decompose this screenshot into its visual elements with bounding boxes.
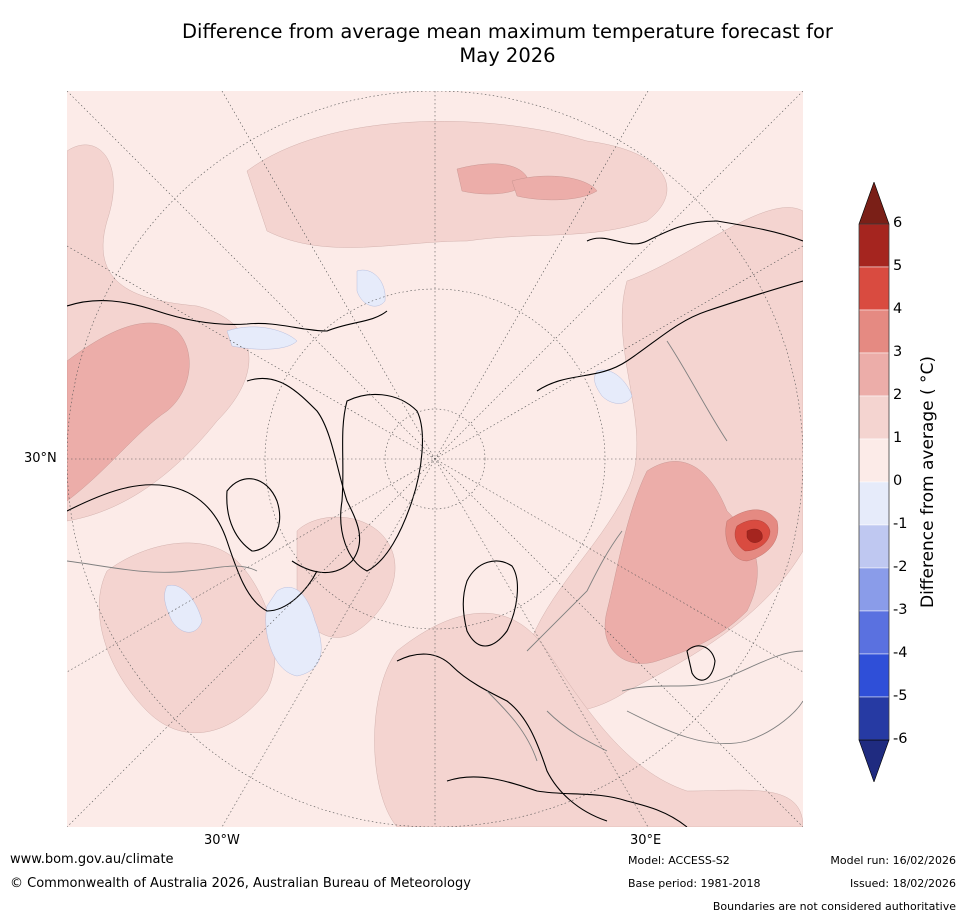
- colorbar-segment: [858, 223, 890, 268]
- colorbar-tick-label: 0: [893, 473, 903, 489]
- graticule-lat-60: [264, 288, 606, 630]
- coastline-siberia-east: [586, 220, 803, 245]
- colorbar-tick-label: -6: [893, 731, 908, 747]
- graticule-meridian-60b: [67, 245, 803, 673]
- anomaly-region-2to3-alaska: [67, 322, 190, 502]
- footer-copyright: © Commonwealth of Australia 2026, Austra…: [10, 876, 471, 891]
- colorbar-tick-label: -2: [893, 559, 908, 575]
- colorbar-segment: [858, 481, 890, 526]
- boundary-russia-west: [526, 530, 623, 652]
- colorbar-tick-label: -4: [893, 645, 908, 661]
- colorbar-segment: [858, 352, 890, 397]
- colorbar-tick-label: 2: [893, 387, 903, 403]
- colorbar-segment: [858, 696, 890, 741]
- anomaly-region-1to2-arctic: [246, 121, 668, 248]
- anomaly-region-2to3-arctic-1: [456, 163, 528, 195]
- coastline-russia-arctic: [536, 280, 803, 392]
- colorbar-tick-label: 1: [893, 430, 903, 446]
- footer-model: Model: ACCESS-S2: [628, 854, 730, 867]
- boundary-central-asia: [626, 700, 803, 745]
- colorbar-frame: [858, 223, 890, 741]
- anomaly-region-neg-atlantic: [265, 587, 322, 677]
- footer-website[interactable]: www.bom.gov.au/climate: [10, 852, 174, 867]
- colorbar-tick-label: -3: [893, 602, 908, 618]
- boundary-europe-1: [486, 690, 538, 762]
- colorbar-tick-label: 5: [893, 258, 903, 274]
- anomaly-region-neg-canada: [226, 326, 298, 350]
- colorbar-segment: [858, 610, 890, 655]
- colorbar-segment: [858, 309, 890, 354]
- latitude-label-30n: 30°N: [24, 451, 57, 466]
- longitude-label-30e: 30°E: [630, 833, 662, 848]
- coastline-greenland: [340, 393, 423, 572]
- anomaly-region-5to6-baikal: [746, 528, 763, 543]
- boundary-europe-2: [546, 710, 608, 752]
- coastline-hudson-bay: [226, 478, 281, 552]
- map-panel: [67, 91, 803, 827]
- colorbar: [858, 182, 890, 782]
- coastline-scandinavia: [462, 560, 518, 647]
- colorbar-extend-top: [858, 182, 890, 225]
- colorbar-segment: [858, 395, 890, 440]
- colorbar-segment: [858, 653, 890, 698]
- anomaly-region-1to2-north-america: [99, 542, 276, 734]
- title-line-2: May 2026: [459, 44, 556, 67]
- title-line-1: Difference from average mean maximum tem…: [182, 20, 833, 43]
- colorbar-tick-label: 3: [893, 344, 903, 360]
- coastline-caspian: [686, 645, 716, 681]
- anomaly-region-2to3-arctic-2: [511, 175, 598, 201]
- footer-model-run: Model run: 16/02/2026: [830, 854, 956, 867]
- coastline-north-america-east: [67, 484, 318, 612]
- anomaly-region-neg-arctic-ocean: [356, 269, 386, 307]
- anomaly-region-neg-siberia: [594, 369, 633, 404]
- coastline-mediterranean: [446, 776, 688, 827]
- colorbar-label: Difference from average ( °C): [918, 355, 938, 609]
- boundary-russia-south: [621, 650, 803, 692]
- chart-title: Difference from average mean maximum tem…: [0, 20, 965, 68]
- colorbar-tick-label: -1: [893, 516, 908, 532]
- colorbar-tick-label: -5: [893, 688, 908, 704]
- colorbar-segment: [858, 567, 890, 612]
- colorbar-segment: [858, 266, 890, 311]
- graticule-lat-80: [384, 408, 486, 510]
- anomaly-region-neg-pacific: [164, 585, 203, 633]
- footer-disclaimer: Boundaries are not considered authoritat…: [712, 900, 956, 913]
- boundary-canada-us: [67, 560, 258, 573]
- footer-issued: Issued: 18/02/2026: [849, 877, 956, 890]
- coastline-europe: [396, 653, 608, 822]
- footer-base-period: Base period: 1981-2018: [628, 877, 761, 890]
- colorbar-tick-label: 6: [893, 215, 903, 231]
- anomaly-region-1to2-europe: [374, 612, 803, 827]
- colorbar-segment: [858, 438, 890, 483]
- boundary-siberia-1: [666, 340, 728, 442]
- colorbar-extend-bottom: [858, 739, 890, 782]
- colorbar-tick-label: 4: [893, 301, 903, 317]
- coastline-canada-arctic: [246, 377, 361, 574]
- coastline-alaska: [67, 300, 388, 332]
- colorbar-segment: [858, 524, 890, 569]
- longitude-label-30w: 30°W: [204, 833, 240, 848]
